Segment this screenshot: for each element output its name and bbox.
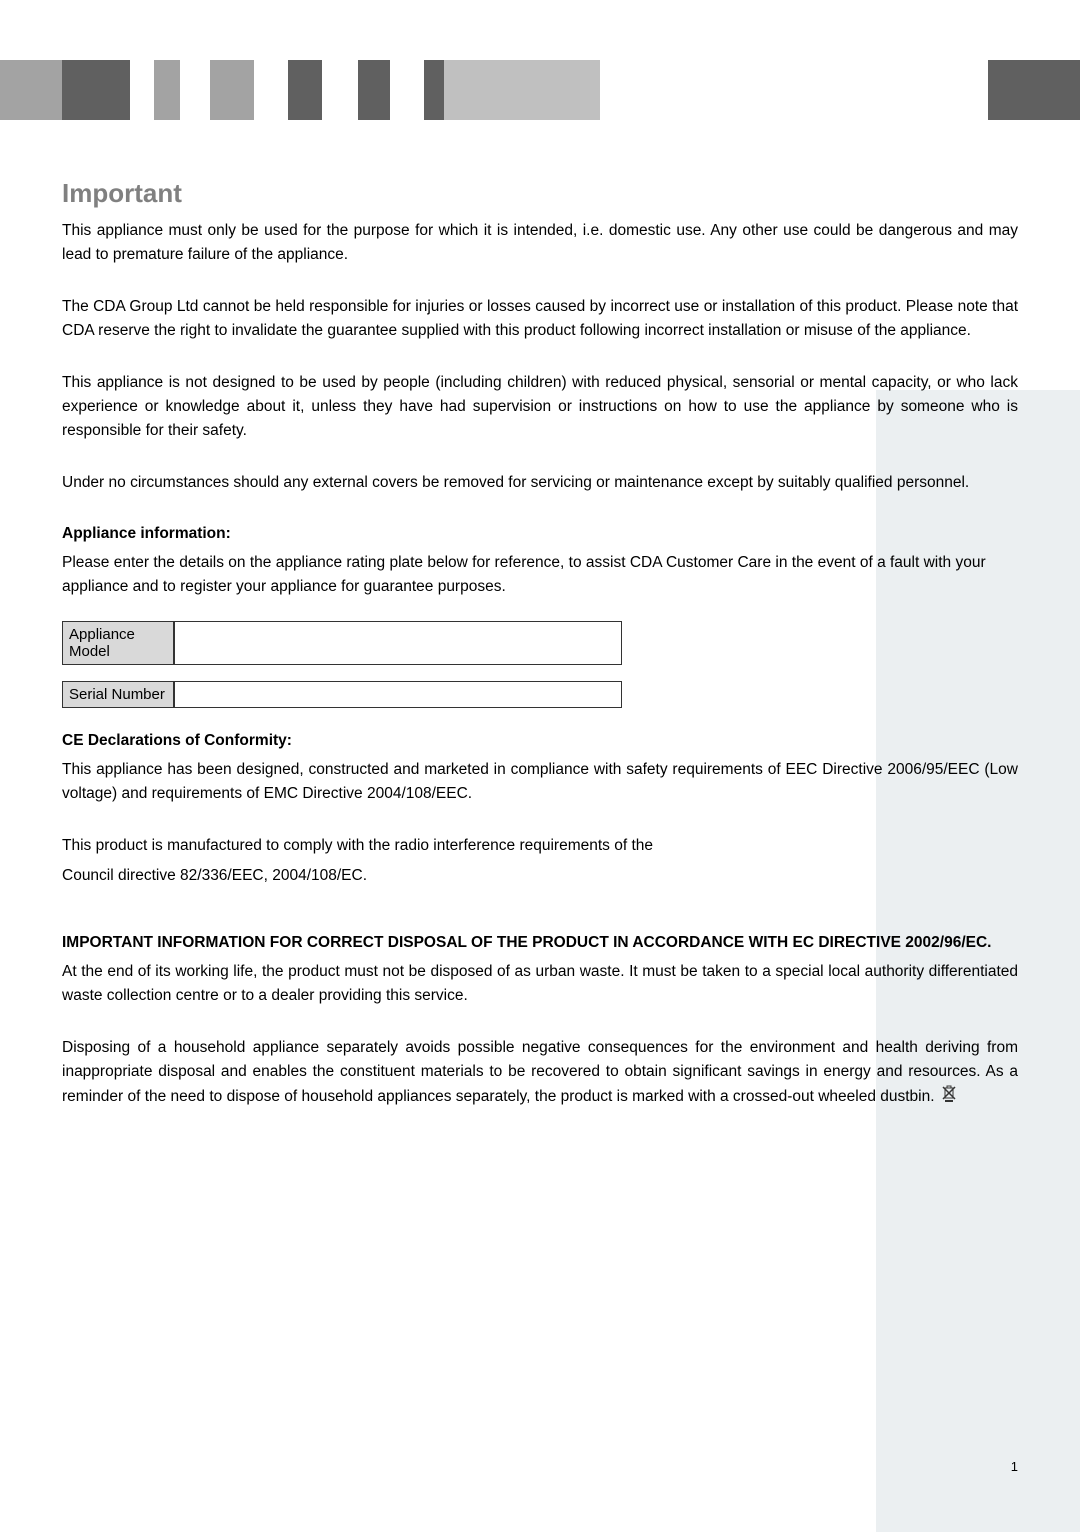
header-decorative-bars: [0, 60, 1080, 120]
decorative-bar: [210, 60, 254, 120]
decorative-bar: [444, 60, 600, 120]
serial-number-input[interactable]: [174, 681, 622, 708]
document-content: Important This appliance must only be us…: [62, 178, 1018, 1132]
paragraph-liability: The CDA Group Ltd cannot be held respons…: [62, 295, 1018, 343]
paragraph-ce-compliance: This appliance has been designed, constr…: [62, 758, 1018, 806]
paragraph-disposal-1: At the end of its working life, the prod…: [62, 960, 1018, 1008]
decorative-bar: [424, 60, 444, 120]
disposal-heading: IMPORTANT INFORMATION FOR CORRECT DISPOS…: [62, 934, 1018, 952]
crossed-out-bin-icon: [941, 1084, 957, 1110]
main-heading: Important: [62, 178, 1018, 209]
appliance-model-input[interactable]: [174, 621, 622, 665]
paragraph-disposal-2: Disposing of a household appliance separ…: [62, 1036, 1018, 1110]
ce-declarations-heading: CE Declarations of Conformity:: [62, 732, 1018, 750]
disposal-2-text: Disposing of a household appliance separ…: [62, 1039, 1018, 1105]
serial-number-table: Serial Number: [62, 681, 622, 708]
decorative-bar: [0, 60, 62, 120]
appliance-model-table: Appliance Model: [62, 621, 622, 665]
decorative-bar: [358, 60, 390, 120]
page-number: 1: [1011, 1459, 1018, 1474]
appliance-model-label: Appliance Model: [62, 621, 174, 665]
paragraph-intended-use: This appliance must only be used for the…: [62, 219, 1018, 267]
paragraph-council-directive: Council directive 82/336/EEC, 2004/108/E…: [62, 864, 1018, 888]
paragraph-radio-interference: This product is manufactured to comply w…: [62, 834, 1018, 858]
paragraph-appliance-info: Please enter the details on the applianc…: [62, 551, 1018, 599]
appliance-info-heading: Appliance information:: [62, 525, 1018, 543]
decorative-bar: [288, 60, 322, 120]
serial-number-label: Serial Number: [62, 681, 174, 708]
decorative-bar: [988, 60, 1080, 120]
decorative-bar: [62, 60, 130, 120]
decorative-bar: [154, 60, 180, 120]
paragraph-user-capacity: This appliance is not designed to be use…: [62, 371, 1018, 443]
paragraph-servicing: Under no circumstances should any extern…: [62, 471, 1018, 495]
